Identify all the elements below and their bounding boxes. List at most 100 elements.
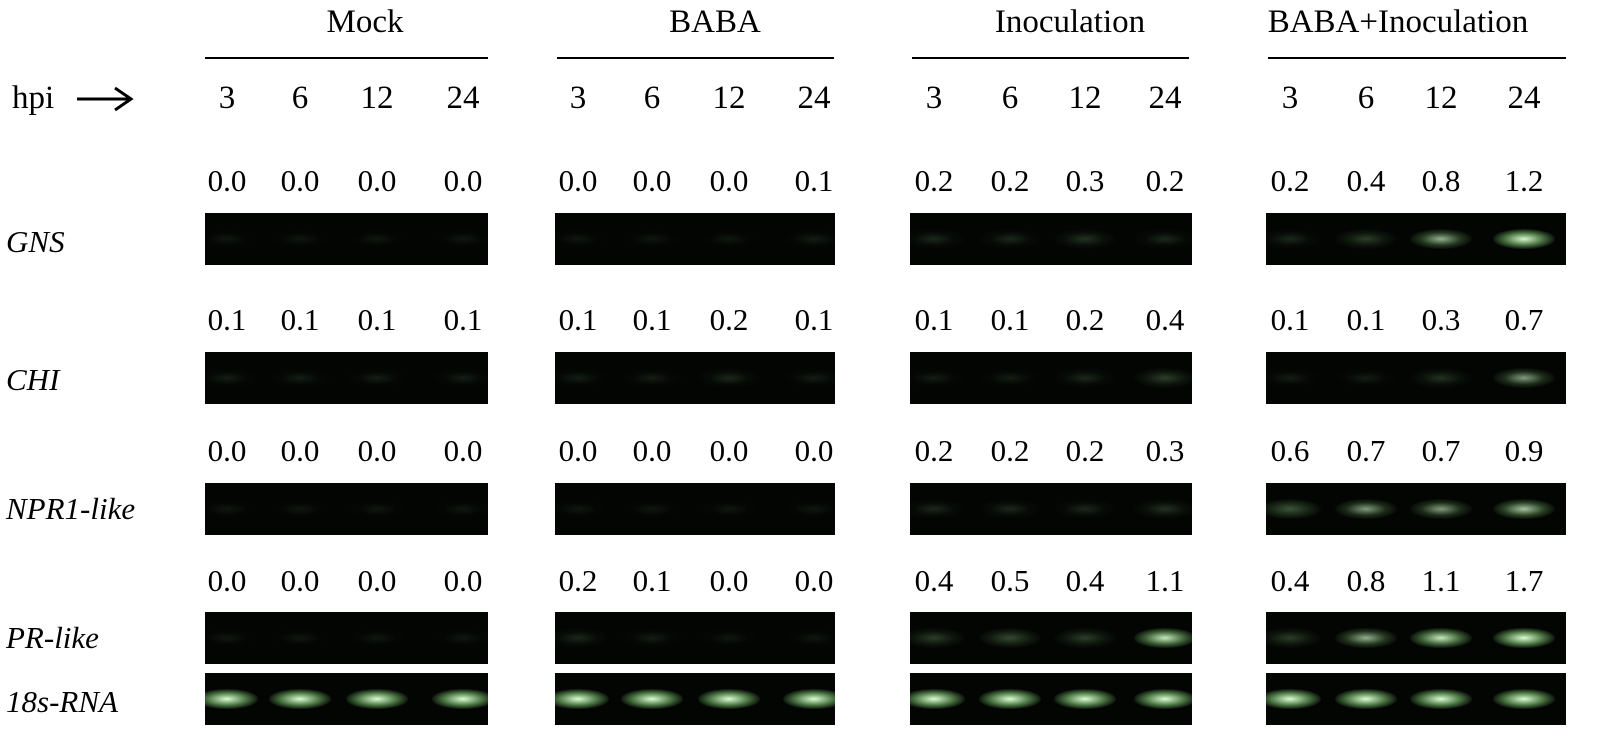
- gel-band: [910, 628, 965, 648]
- expression-value: 0.2: [914, 433, 954, 468]
- gel-band: [783, 368, 835, 388]
- expression-value: 0.8: [1346, 563, 1386, 598]
- gel-band: [432, 229, 488, 249]
- timepoint-label: 6: [1001, 80, 1019, 116]
- expression-value: 0.0: [794, 433, 834, 468]
- gel-strip: [555, 612, 835, 664]
- expression-value: 1.7: [1504, 563, 1544, 598]
- gel-band: [1054, 628, 1116, 648]
- gene-label: PR-like: [6, 620, 99, 655]
- gel-strip: [910, 352, 1192, 404]
- gel-band: [1493, 368, 1555, 388]
- expression-value: 0.0: [207, 163, 247, 198]
- gel-band: [783, 689, 835, 709]
- expression-value: 0.1: [207, 302, 247, 337]
- gel-band: [783, 628, 835, 648]
- timepoint-label: 6: [1357, 80, 1375, 116]
- expression-value: 0.1: [280, 302, 320, 337]
- gel-band: [621, 628, 683, 648]
- timepoint-label: 3: [218, 80, 236, 116]
- gel-band: [1335, 628, 1397, 648]
- group-title: BABA+Inoculation: [1267, 4, 1529, 40]
- timepoint-label: 6: [643, 80, 661, 116]
- gel-band: [910, 229, 965, 249]
- gene-label: GNS: [6, 224, 65, 259]
- gel-band: [1410, 689, 1472, 709]
- gel-strip: [205, 483, 488, 535]
- gel-band: [1335, 368, 1397, 388]
- expression-value: 0.1: [990, 302, 1030, 337]
- group-title: Inoculation: [994, 4, 1146, 40]
- expression-value: 0.4: [1346, 163, 1386, 198]
- gel-strip: [1266, 612, 1566, 664]
- hpi-label: hpi: [12, 80, 55, 116]
- gene-label: CHI: [6, 362, 60, 397]
- expression-value: 0.0: [357, 433, 397, 468]
- gel-band: [1493, 689, 1555, 709]
- gel-band: [979, 229, 1041, 249]
- gel-strip: [1266, 352, 1566, 404]
- gel-band: [269, 689, 331, 709]
- expression-value: 0.1: [1346, 302, 1386, 337]
- timepoint-label: 24: [1148, 80, 1182, 116]
- gel-band: [1054, 689, 1116, 709]
- gel-strip: [555, 483, 835, 535]
- group-rule: [912, 57, 1189, 59]
- gel-band: [205, 229, 258, 249]
- gel-band: [1410, 229, 1472, 249]
- gel-band: [205, 499, 258, 519]
- timepoint-label: 12: [712, 80, 746, 116]
- gel-band: [1410, 628, 1472, 648]
- gel-band: [1493, 499, 1555, 519]
- timepoint-label: 24: [1507, 80, 1541, 116]
- expression-value: 0.2: [914, 163, 954, 198]
- gel-band: [269, 499, 331, 519]
- gel-band: [979, 628, 1041, 648]
- expression-value: 0.0: [443, 163, 483, 198]
- expression-value: 0.1: [914, 302, 954, 337]
- expression-value: 0.2: [1065, 433, 1105, 468]
- gel-band: [621, 229, 683, 249]
- expression-value: 0.0: [357, 563, 397, 598]
- gel-band: [432, 368, 488, 388]
- expression-value: 0.1: [558, 302, 598, 337]
- gel-band: [205, 628, 258, 648]
- gel-strip: [205, 612, 488, 664]
- gel-band: [555, 368, 609, 388]
- gel-band: [555, 628, 609, 648]
- gel-strip: [910, 213, 1192, 265]
- expression-value: 0.3: [1145, 433, 1185, 468]
- gel-strip: [205, 213, 488, 265]
- gel-strip: [1266, 213, 1566, 265]
- gel-band: [1266, 368, 1321, 388]
- gel-band: [979, 368, 1041, 388]
- gene-label: 18s-RNA: [6, 684, 118, 719]
- expression-value: 0.0: [357, 163, 397, 198]
- gel-band: [346, 368, 408, 388]
- expression-value: 0.2: [1065, 302, 1105, 337]
- expression-value: 0.0: [207, 433, 247, 468]
- expression-value: 0.0: [280, 433, 320, 468]
- gel-band: [1054, 499, 1116, 519]
- expression-value: 0.9: [1504, 433, 1544, 468]
- group-rule: [205, 57, 488, 59]
- group-rule: [1268, 57, 1566, 59]
- gel-band: [1266, 628, 1321, 648]
- timepoint-label: 24: [797, 80, 831, 116]
- gel-band: [1335, 229, 1397, 249]
- gel-band: [269, 628, 331, 648]
- expression-value: 0.2: [558, 563, 598, 598]
- timepoint-label: 24: [446, 80, 480, 116]
- expression-value: 0.1: [632, 302, 672, 337]
- gel-strip: [555, 352, 835, 404]
- expression-value: 0.0: [280, 163, 320, 198]
- gel-band: [1410, 499, 1472, 519]
- expression-value: 0.1: [443, 302, 483, 337]
- gel-band: [1410, 368, 1472, 388]
- gel-band: [910, 368, 965, 388]
- timepoint-label: 6: [291, 80, 309, 116]
- gel-strip: [1266, 483, 1566, 535]
- gel-band: [346, 229, 408, 249]
- gel-band: [346, 628, 408, 648]
- gel-band: [269, 368, 331, 388]
